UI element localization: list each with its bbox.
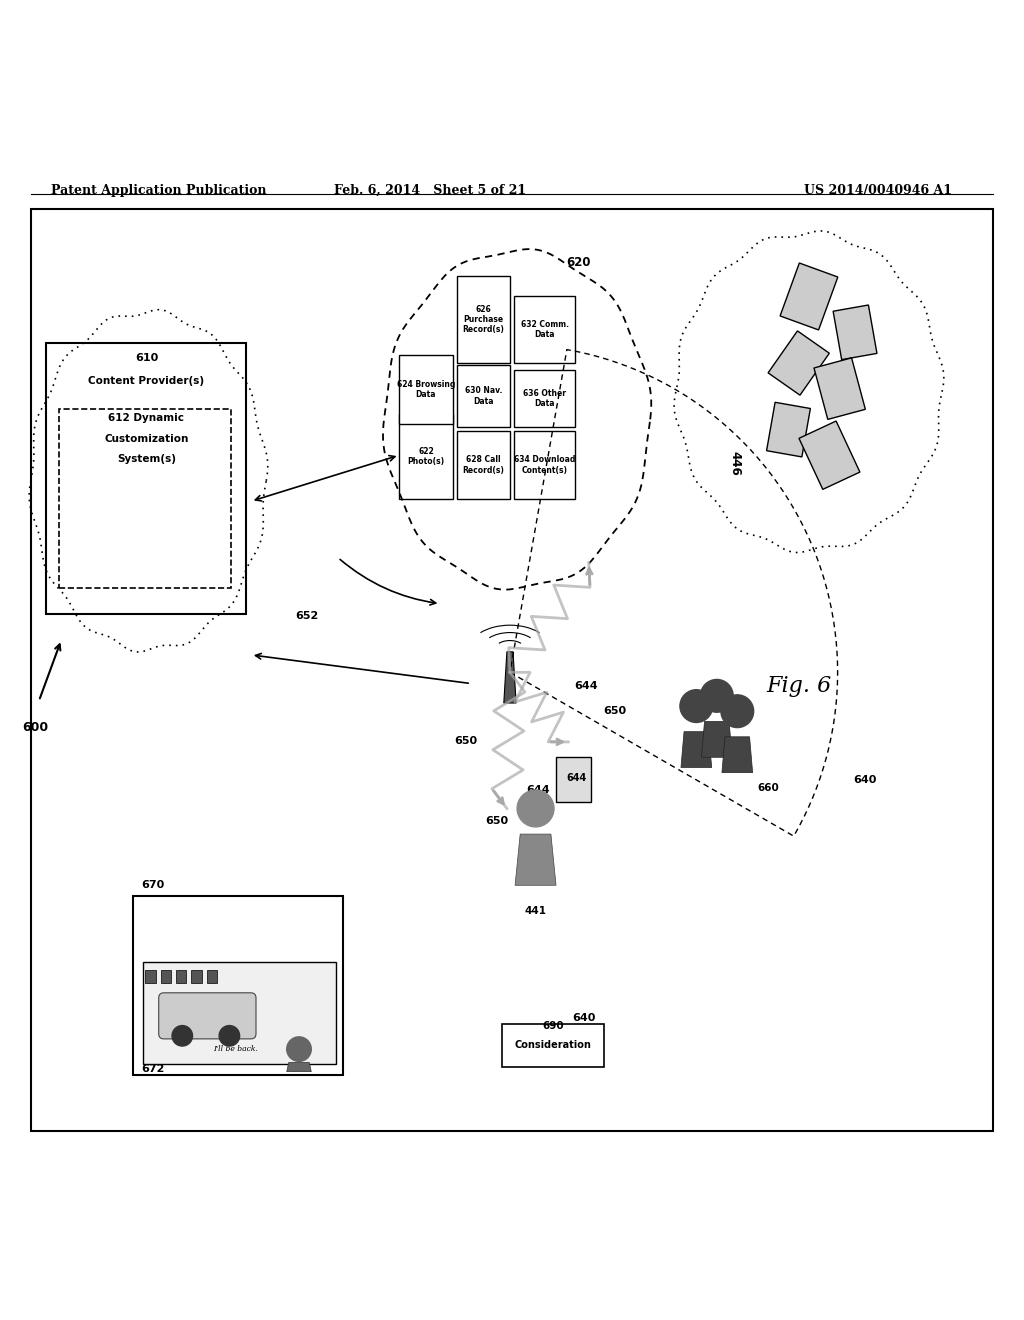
FancyBboxPatch shape [145,970,156,982]
Text: 650: 650 [455,737,477,746]
Text: 644: 644 [525,785,550,795]
Text: 672: 672 [141,1064,165,1074]
Polygon shape [834,305,877,359]
Text: 446: 446 [729,451,741,475]
Text: 612 Dynamic: 612 Dynamic [109,413,184,424]
Polygon shape [799,421,860,490]
FancyBboxPatch shape [161,970,171,982]
Text: 626
Purchase
Record(s): 626 Purchase Record(s) [463,305,504,334]
Text: Consideration: Consideration [514,1040,592,1049]
FancyBboxPatch shape [514,297,575,363]
Text: 640: 640 [572,1014,595,1023]
Text: Feb. 6, 2014   Sheet 5 of 21: Feb. 6, 2014 Sheet 5 of 21 [334,183,526,197]
FancyBboxPatch shape [207,970,217,982]
Polygon shape [814,358,865,420]
FancyBboxPatch shape [176,970,186,982]
FancyBboxPatch shape [514,430,575,499]
Text: 634 Download
Content(s): 634 Download Content(s) [514,455,575,475]
Text: 650: 650 [603,706,626,717]
Text: US 2014/0040946 A1: US 2014/0040946 A1 [804,183,952,197]
FancyBboxPatch shape [457,366,510,426]
Text: Content Provider(s): Content Provider(s) [88,376,205,387]
FancyBboxPatch shape [556,758,591,803]
Text: 660: 660 [758,783,779,793]
Polygon shape [515,834,556,886]
Text: 620: 620 [566,256,591,269]
Text: 622
Photo(s): 622 Photo(s) [408,447,444,466]
Polygon shape [767,403,810,457]
Circle shape [700,680,733,713]
Text: 624 Browsing
Data: 624 Browsing Data [396,380,456,400]
Polygon shape [722,737,753,772]
Polygon shape [681,731,712,767]
Text: Fig. 6: Fig. 6 [766,675,831,697]
Text: 630 Nav.
Data: 630 Nav. Data [465,387,502,405]
Text: 670: 670 [141,880,165,891]
Polygon shape [780,263,838,330]
Text: Customization: Customization [104,434,188,444]
FancyBboxPatch shape [143,962,336,1064]
FancyBboxPatch shape [399,414,453,499]
FancyBboxPatch shape [457,276,510,363]
FancyBboxPatch shape [46,343,246,614]
Text: 628 Call
Record(s): 628 Call Record(s) [463,455,504,475]
FancyBboxPatch shape [502,1023,604,1067]
FancyBboxPatch shape [399,355,453,425]
FancyBboxPatch shape [159,993,256,1039]
Text: 632 Comm.
Data: 632 Comm. Data [521,319,568,339]
Text: 600: 600 [23,722,49,734]
FancyBboxPatch shape [514,370,575,426]
FancyBboxPatch shape [457,430,510,499]
Text: 441: 441 [524,906,547,916]
Text: 644: 644 [573,681,598,690]
Polygon shape [768,331,829,395]
Text: 640: 640 [854,775,877,785]
Circle shape [219,1026,240,1045]
Text: 652: 652 [296,611,318,620]
Text: 650: 650 [485,816,508,826]
Circle shape [517,791,554,826]
Circle shape [680,689,713,722]
Text: Patent Application Publication: Patent Application Publication [51,183,266,197]
Text: System(s): System(s) [117,454,176,465]
Polygon shape [287,1063,311,1072]
Circle shape [721,694,754,727]
FancyBboxPatch shape [59,409,231,589]
Text: 690: 690 [542,1020,564,1031]
FancyBboxPatch shape [191,970,202,982]
Polygon shape [504,652,516,704]
Text: 644: 644 [566,772,587,783]
Text: I'll be back.: I'll be back. [213,1045,258,1053]
Text: 636 Other
Data: 636 Other Data [523,388,566,408]
Polygon shape [701,722,732,758]
FancyBboxPatch shape [133,895,343,1074]
Text: 610: 610 [135,352,158,363]
Circle shape [287,1036,311,1061]
Circle shape [172,1026,193,1045]
